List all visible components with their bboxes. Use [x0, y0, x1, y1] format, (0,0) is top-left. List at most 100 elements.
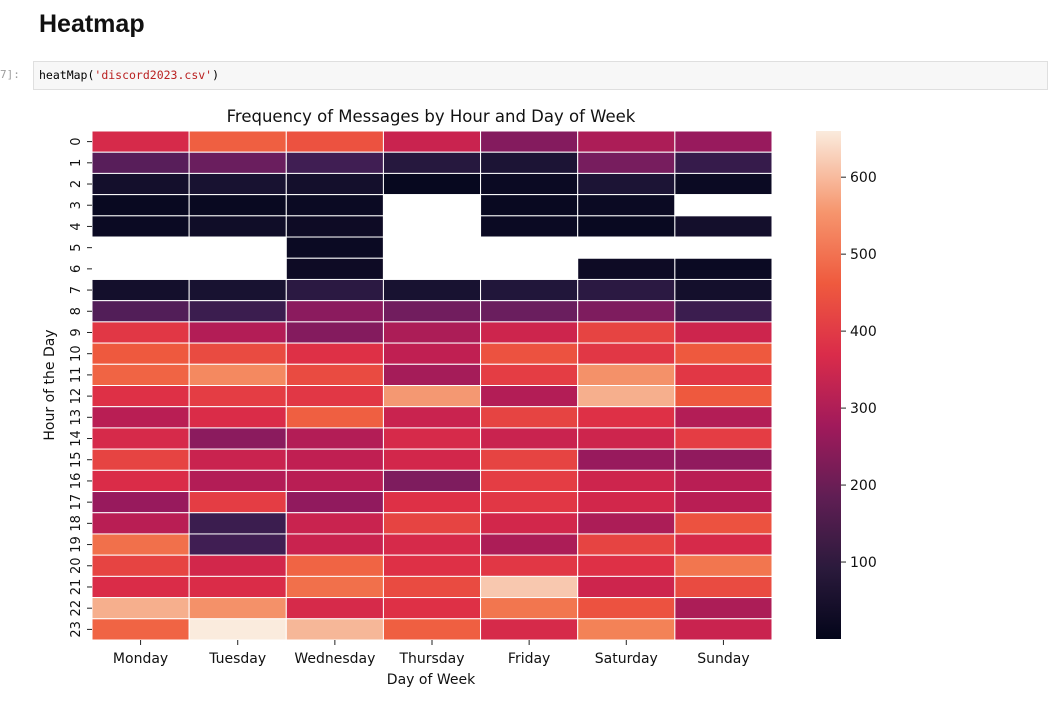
heatmap-cell — [285, 215, 384, 238]
heatmap-cell — [91, 491, 190, 514]
heatmap-cell — [577, 321, 676, 344]
heatmap-cell — [674, 469, 773, 493]
heatmap-cell — [674, 363, 773, 387]
heatmap-cell — [188, 448, 287, 471]
heatmap-cell — [91, 406, 190, 429]
heatmap-cell — [91, 321, 190, 344]
colorbar-tick-label: 200 — [850, 478, 877, 494]
heatmap-cell — [674, 130, 773, 153]
heatmap-cell — [188, 278, 287, 302]
heatmap-cell — [188, 491, 287, 514]
heatmap-cell — [674, 575, 773, 599]
heatmap-cell — [480, 469, 579, 493]
y-tick-label: 1 — [69, 159, 84, 167]
heatmap-cell — [91, 363, 190, 387]
y-tick-label: 7 — [69, 286, 84, 294]
heatmap-cell — [382, 215, 482, 238]
heatmap-cell — [674, 278, 773, 302]
x-tick-label: Wednesday — [294, 651, 375, 667]
heatmap-cell — [674, 491, 773, 514]
heatmap-cell — [188, 469, 287, 493]
heatmap-cell — [188, 363, 287, 387]
x-tick-label: Friday — [508, 651, 550, 667]
heatmap-cell — [91, 554, 190, 577]
heatmap-cell — [382, 321, 482, 344]
heatmap-cell — [91, 236, 190, 259]
heatmap-cell — [480, 618, 579, 641]
heatmap-cell — [480, 300, 579, 323]
heatmap-cell — [674, 618, 773, 641]
y-tick-label: 13 — [69, 409, 84, 426]
heatmap-cell — [382, 194, 482, 217]
heatmap-cell — [285, 533, 384, 556]
heatmap-cell — [91, 575, 190, 599]
heatmap-cell — [188, 597, 287, 620]
heatmap-cell — [382, 597, 482, 620]
heatmap-cell — [382, 406, 482, 429]
y-tick-label: 15 — [69, 451, 84, 468]
heatmap-cell — [91, 300, 190, 323]
x-tick-label: Saturday — [595, 651, 658, 667]
heatmap-cell — [188, 257, 287, 280]
y-tick-label: 10 — [69, 345, 84, 362]
heatmap-cell — [285, 300, 384, 323]
heatmap-cell — [577, 554, 676, 577]
heatmap-cell — [577, 236, 676, 259]
heatmap-cell — [382, 172, 482, 196]
heatmap-cell — [91, 512, 190, 535]
heatmap-cell — [188, 575, 287, 599]
heatmap-cell — [674, 342, 773, 365]
heatmap-cell — [674, 427, 773, 450]
heatmap-cell — [480, 215, 579, 238]
heatmap-cell — [674, 385, 773, 408]
colorbar-tick-label: 300 — [850, 401, 877, 417]
heatmap-cell — [382, 300, 482, 323]
heatmap-cell — [577, 491, 676, 514]
heatmap-cell — [577, 342, 676, 365]
y-tick-label: 0 — [69, 137, 84, 145]
heatmap-cell — [91, 448, 190, 471]
x-tick-label: Thursday — [398, 651, 464, 667]
heatmap-cell — [674, 321, 773, 344]
heatmap-cell — [285, 321, 384, 344]
heatmap-cell — [577, 533, 676, 556]
heatmap-cell — [188, 342, 287, 365]
heatmap-cell — [577, 597, 676, 620]
colorbar-tick-label: 100 — [850, 555, 877, 571]
code-cell[interactable]: heatMap('discord2023.csv') — [33, 61, 1048, 90]
heatmap-cell — [674, 215, 773, 238]
heatmap-cell — [674, 151, 773, 174]
heatmap-cell — [285, 512, 384, 535]
heatmap-cell — [382, 427, 482, 450]
y-tick-label: 6 — [69, 265, 84, 273]
heatmap-cell — [382, 554, 482, 577]
heatmap-cell — [382, 342, 482, 365]
chart-title: Frequency of Messages by Hour and Day of… — [227, 107, 636, 126]
heatmap-cell — [577, 172, 676, 196]
heatmap-cell — [382, 448, 482, 471]
heatmap-cell — [188, 300, 287, 323]
heatmap-cell — [382, 363, 482, 387]
heatmap-cell — [188, 194, 287, 217]
code-function: heatMap( — [39, 68, 95, 82]
heatmap-cell — [188, 321, 287, 344]
notebook-heading: Heatmap — [39, 10, 145, 38]
heatmap-cell — [91, 151, 190, 174]
heatmap-cell — [577, 278, 676, 302]
heatmap-cell — [480, 597, 579, 620]
heatmap-cell — [577, 427, 676, 450]
heatmap-cell — [480, 427, 579, 450]
heatmap-cell — [285, 236, 384, 259]
heatmap-cell — [285, 194, 384, 217]
heatmap-cell — [480, 448, 579, 471]
y-tick-label: 5 — [69, 244, 84, 252]
y-tick-label: 9 — [69, 328, 84, 336]
colorbar — [816, 131, 841, 639]
x-tick-label: Monday — [113, 651, 168, 667]
heatmap-cell — [91, 278, 190, 302]
heatmap-cell — [480, 236, 579, 259]
heatmap-cell — [188, 236, 287, 259]
heatmap-cell — [285, 597, 384, 620]
heatmap-cell — [577, 300, 676, 323]
y-tick-label: 14 — [69, 430, 84, 447]
